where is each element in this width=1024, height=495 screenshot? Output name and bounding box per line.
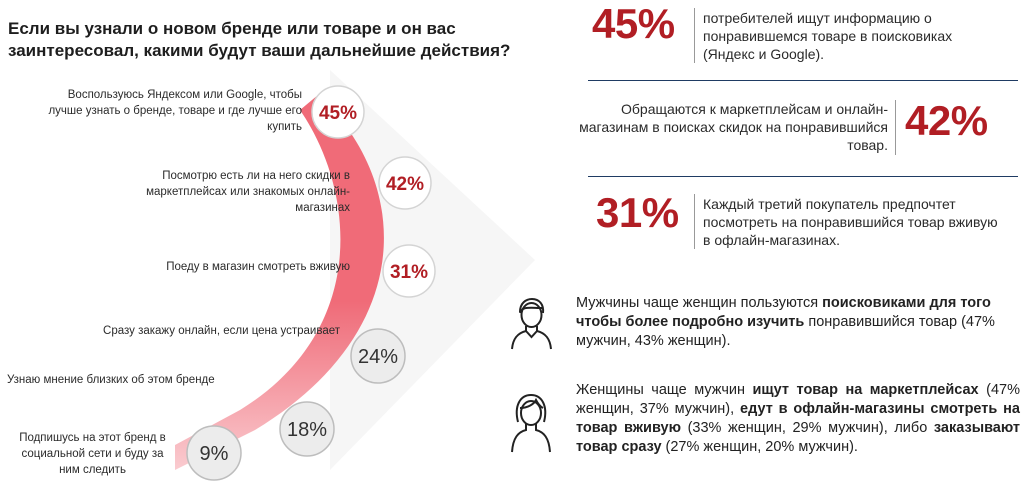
stat-percent: 45% <box>592 0 675 47</box>
category-label: Поеду в магазин смотреть вживую <box>166 261 350 273</box>
stat-divider <box>694 194 695 249</box>
value-circle <box>186 425 242 481</box>
value-label: 42% <box>386 174 424 195</box>
stat-percent: 31% <box>596 189 679 236</box>
value-circle <box>378 156 432 210</box>
value-label: 31% <box>390 262 428 283</box>
value-circle <box>311 85 365 139</box>
value-circle <box>279 401 335 457</box>
stat-divider <box>895 100 896 155</box>
arc-chart: 45% 42% 31% 24% 18% 9% <box>175 85 436 481</box>
value-label: 18% <box>287 419 327 441</box>
women-note: Женщины чаще мужчин ищут товар на маркет… <box>576 382 1020 455</box>
value-label: 24% <box>358 346 398 368</box>
category-label: Посмотрю есть ли на него скидки в маркет… <box>146 170 350 214</box>
section-rule <box>588 80 1018 81</box>
stat-text: Каждый третий покупатель предпочтет посм… <box>703 196 998 248</box>
men-note: Мужчины чаще женщин пользуются поисковик… <box>576 295 995 349</box>
value-label: 45% <box>319 103 357 124</box>
category-label: Воспользуюсь Яндексом или Google, чтобы … <box>48 89 302 133</box>
stat-divider <box>694 8 695 63</box>
section-rule <box>588 176 1018 177</box>
stat-text: потребителей ищут информацию о понравивш… <box>703 10 953 62</box>
value-circle <box>350 328 406 384</box>
value-circle <box>382 244 436 298</box>
chart-title: Если вы узнали о новом бренде или товаре… <box>8 19 511 60</box>
stat-percent: 42% <box>905 97 988 144</box>
value-label: 9% <box>200 443 229 465</box>
man-icon <box>511 297 552 350</box>
woman-icon <box>511 393 551 453</box>
stat-text: Обращаются к маркетплейсам и онлайн-мага… <box>579 101 888 153</box>
arc-band <box>175 95 384 470</box>
category-label: Сразу закажу онлайн, если цена устраивае… <box>103 325 340 337</box>
category-label: Подпишусь на этот бренд в социальной сет… <box>19 432 166 476</box>
category-label: Узнаю мнение близких об этом бренде <box>7 374 215 386</box>
